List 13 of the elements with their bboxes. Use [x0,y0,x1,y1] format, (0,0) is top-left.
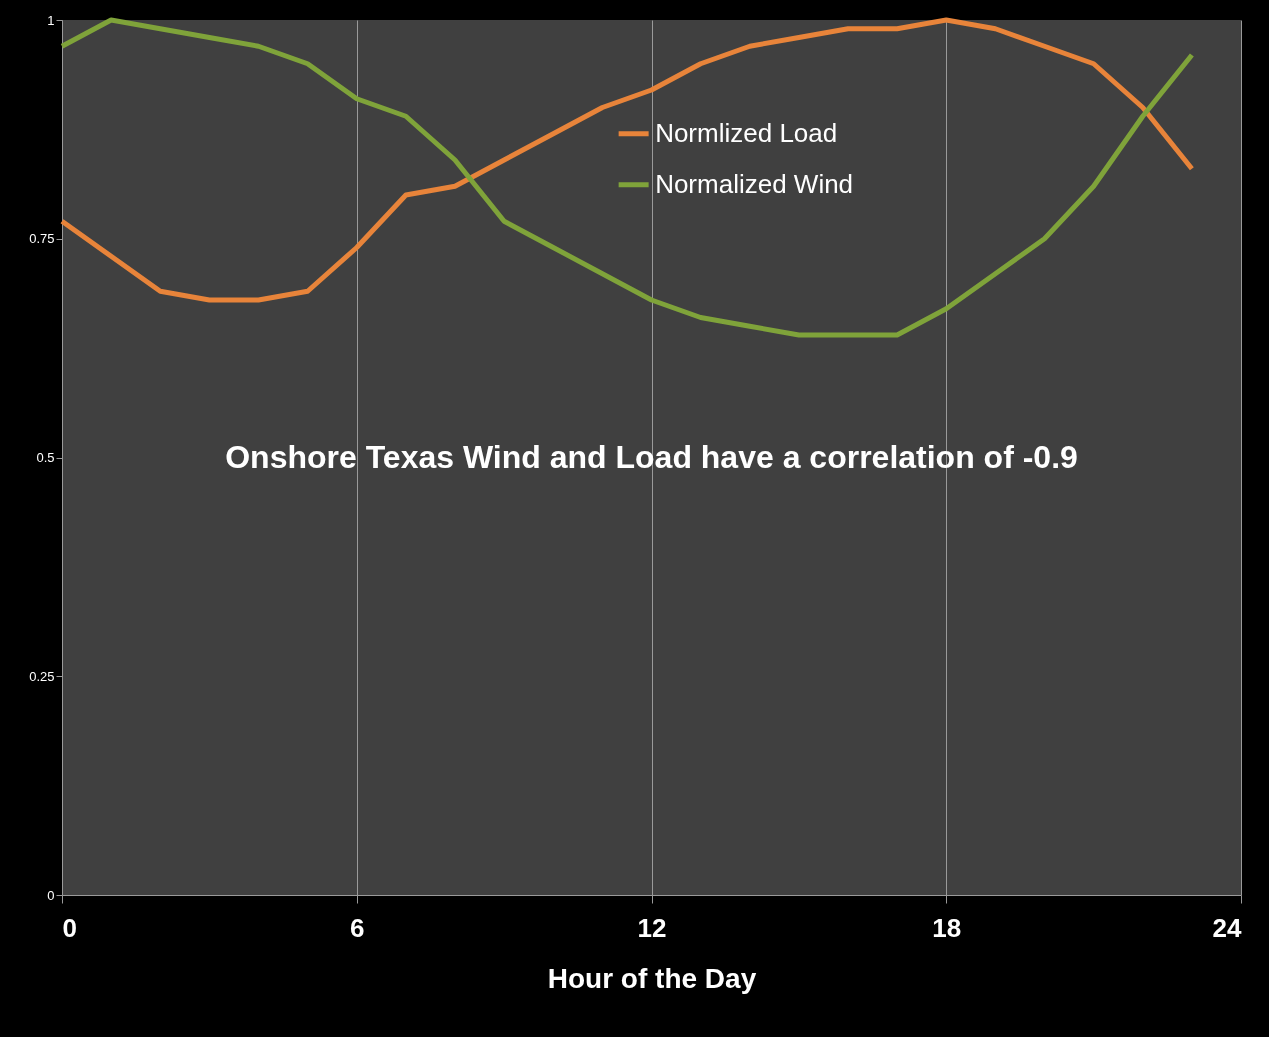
y-tick-label: 1 [47,12,55,28]
annotation: Onshore Texas Wind and Load have a correlation of -0.9 [225,438,1078,475]
x-tick-label: 18 [932,912,962,943]
y-tick-label: 0 [47,887,55,903]
y-tick-label: 0.5 [36,450,55,465]
x-tick-label: 12 [637,912,667,943]
y-tick-label: 0.75 [29,231,55,247]
y-tick-label: 0.25 [29,668,55,684]
x-axis-title: Hour of the Day [547,962,757,994]
x-tick-label: 6 [350,912,365,943]
x-tick-label: 24 [1212,912,1243,943]
legend-label: Normalized Wind [655,168,854,199]
legend-label: Normlized Load [655,117,838,148]
